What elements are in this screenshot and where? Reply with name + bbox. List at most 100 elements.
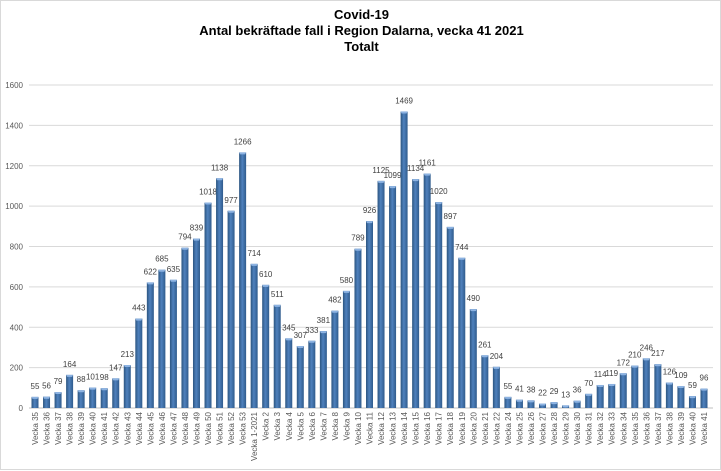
x-tick-label: Vecka 40 [688, 411, 697, 444]
bar [366, 221, 373, 408]
data-label: 580 [340, 276, 354, 285]
data-label: 38 [527, 385, 536, 394]
x-tick-label: Vecka 38 [665, 411, 674, 444]
bar-top [366, 221, 373, 224]
bar [227, 210, 235, 408]
bar-top [273, 304, 281, 307]
y-tick-label: 600 [10, 283, 24, 292]
x-tick-label: Vecka 2 [262, 411, 271, 440]
bar [539, 403, 547, 408]
bar-top [169, 279, 177, 282]
data-label: 1099 [384, 171, 402, 180]
x-tick-label: Vecka 40 [89, 411, 98, 444]
data-label: 70 [584, 379, 593, 388]
bar [550, 402, 558, 408]
bar-top [389, 186, 397, 189]
data-label: 79 [54, 377, 63, 386]
x-tick-label: Vecka 49 [192, 411, 201, 444]
data-label: 1161 [419, 159, 437, 168]
bar [688, 396, 696, 408]
bar-top [585, 393, 593, 396]
bar [250, 263, 258, 408]
data-label: 345 [282, 323, 296, 332]
x-tick-label: Vecka 4 [285, 411, 294, 440]
x-tick-label: Vecka 25 [515, 411, 524, 444]
bar [112, 378, 120, 408]
bar-top [319, 331, 327, 334]
bar [273, 304, 281, 408]
data-label: 55 [31, 382, 40, 391]
bar [619, 373, 627, 408]
bar [31, 396, 39, 408]
bar-top [250, 263, 258, 266]
x-tick-label: Vecka 14 [400, 411, 409, 444]
bar-top [43, 396, 51, 399]
bar [469, 309, 477, 408]
x-tick-label: Vecka 39 [677, 411, 686, 444]
data-label: 307 [294, 331, 308, 340]
x-tick-label: Vecka 1-2021 [250, 411, 259, 460]
data-label: 13 [561, 390, 570, 399]
bar-top [216, 178, 224, 181]
x-tick-label: Vecka 17 [435, 411, 444, 444]
bar-top [89, 387, 97, 390]
x-tick-label: Vecka 27 [539, 411, 548, 444]
data-label: 333 [305, 326, 319, 335]
x-tick-label: Vecka 5 [296, 411, 305, 440]
x-tick-label: Vecka 22 [492, 411, 501, 444]
data-label: 789 [351, 234, 365, 243]
data-label: 381 [317, 316, 331, 325]
x-tick-label: Vecka 44 [135, 411, 144, 444]
bar-top [296, 346, 304, 349]
bar [239, 152, 247, 408]
bar [596, 384, 604, 408]
bar-top [262, 284, 270, 287]
x-tick-label: Vecka 38 [66, 411, 75, 444]
x-tick-label: Vecka 12 [377, 411, 386, 444]
bar [158, 269, 166, 408]
bar [400, 111, 408, 409]
x-tick-label: Vecka 41 [100, 411, 109, 444]
bar [216, 178, 224, 408]
x-tick-label: Vecka 37 [54, 411, 63, 444]
bar-top [31, 396, 39, 399]
x-tick-label: Vecka 36 [642, 411, 651, 444]
bar [677, 385, 685, 408]
data-label: 109 [674, 371, 688, 380]
bar-top [192, 238, 200, 241]
bar-top [539, 403, 547, 406]
bar [342, 290, 350, 408]
x-tick-label: Vecka 18 [446, 411, 455, 444]
data-label: 1266 [234, 137, 252, 146]
bar [654, 364, 662, 408]
bar-top [100, 388, 108, 391]
x-tick-label: Vecka 36 [43, 411, 52, 444]
data-label: 41 [515, 385, 524, 394]
data-label: 217 [651, 349, 665, 358]
bar-top [515, 399, 523, 402]
data-label: 685 [155, 255, 169, 264]
bar-top [400, 111, 408, 114]
bar [319, 331, 327, 408]
bar [700, 388, 708, 408]
y-tick-label: 1600 [5, 81, 23, 90]
bar-top [642, 358, 650, 361]
y-tick-label: 1400 [5, 121, 23, 130]
bar [100, 388, 108, 408]
data-label: 29 [550, 387, 559, 396]
bar [123, 365, 131, 408]
bar [481, 355, 489, 408]
bar-top [688, 396, 696, 399]
bar-top [112, 378, 120, 381]
bar [631, 365, 639, 408]
bar [573, 400, 581, 408]
x-tick-label: Vecka 9 [342, 411, 351, 440]
bar-top [458, 257, 466, 260]
bar [389, 186, 397, 408]
bar-top [54, 392, 62, 395]
data-label: 98 [100, 373, 109, 382]
bar [89, 387, 97, 408]
data-label: 482 [328, 296, 342, 305]
